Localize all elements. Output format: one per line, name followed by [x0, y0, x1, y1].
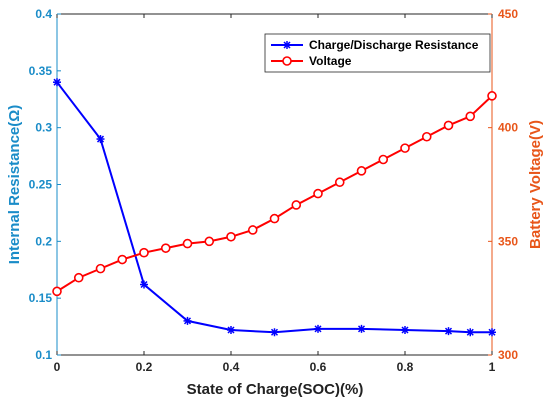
- x-axis-title: State of Charge(SOC)(%): [187, 381, 364, 398]
- x-tick-label: 0.8: [397, 360, 414, 374]
- data-point: [227, 325, 235, 334]
- data-point: [465, 111, 476, 122]
- y-right-tick-label: 300: [498, 348, 518, 362]
- data-point: [96, 135, 105, 144]
- series-voltage: [52, 91, 497, 297]
- data-point: [378, 154, 389, 165]
- legend-entry: Voltage: [271, 54, 352, 68]
- ticks-layer: 0 0.2 0.4 0.6 0.8 1 0.1 0.15 0.2 0.25 0.3 0.35 0.4 30…: [29, 7, 519, 374]
- data-point: [357, 324, 366, 333]
- series-layer: [52, 78, 497, 337]
- y-left-tick-label: 0.3: [35, 121, 52, 135]
- data-point: [247, 225, 258, 235]
- y-left-tick-label: 0.2: [35, 234, 52, 248]
- data-point: [226, 231, 236, 242]
- y-left-tick-label: 0.35: [29, 64, 53, 78]
- data-point: [73, 272, 84, 283]
- data-point: [139, 247, 149, 258]
- data-point: [270, 328, 279, 337]
- x-tick-label: 0.4: [223, 360, 240, 374]
- series-resistance: [53, 78, 496, 337]
- x-tick-label: 0.2: [136, 360, 153, 374]
- data-point: [487, 91, 497, 101]
- y-left-axis-title: Internal Resistance(Ω): [6, 105, 23, 265]
- data-point: [160, 243, 171, 253]
- legend-swatch-marker: [283, 41, 291, 49]
- data-point: [183, 316, 192, 325]
- y-left-tick-label: 0.15: [29, 291, 53, 305]
- legend-label: Voltage: [309, 54, 352, 68]
- y-left-tick-label: 0.1: [35, 348, 52, 362]
- data-point: [334, 177, 345, 188]
- y-right-tick-label: 350: [498, 234, 518, 248]
- y-right-tick-label: 400: [498, 121, 518, 135]
- data-point: [443, 120, 454, 131]
- data-point: [95, 263, 106, 274]
- data-point: [421, 131, 432, 142]
- y-left-tick-label: 0.4: [35, 7, 52, 21]
- data-point: [314, 324, 322, 333]
- data-point: [182, 238, 193, 249]
- data-point: [52, 286, 62, 297]
- y-left-tick-label: 0.25: [29, 178, 53, 192]
- legend: Charge/Discharge Resistance Voltage: [264, 33, 491, 73]
- x-tick-label: 0: [54, 360, 61, 374]
- y-right-tick-label: 450: [498, 7, 518, 21]
- data-point: [488, 328, 496, 337]
- data-point: [356, 166, 367, 176]
- legend-label: Charge/Discharge Resistance: [309, 38, 479, 52]
- data-point: [204, 236, 215, 247]
- data-point: [401, 325, 409, 334]
- data-point: [444, 327, 453, 336]
- data-point: [53, 78, 61, 87]
- data-point: [291, 200, 302, 210]
- y-right-axis-title: Battery Voltage(V): [527, 120, 544, 249]
- x-tick-label: 0.6: [310, 360, 327, 374]
- legend-swatch-marker: [282, 56, 292, 66]
- data-point: [400, 143, 410, 153]
- data-point: [269, 213, 280, 224]
- data-point: [117, 254, 128, 265]
- data-point: [140, 280, 148, 289]
- legend-entry: Charge/Discharge Resistance: [271, 38, 479, 52]
- data-point: [313, 188, 323, 199]
- data-point: [466, 328, 475, 337]
- x-tick-label: 1: [489, 360, 496, 374]
- legend-box: [264, 33, 491, 73]
